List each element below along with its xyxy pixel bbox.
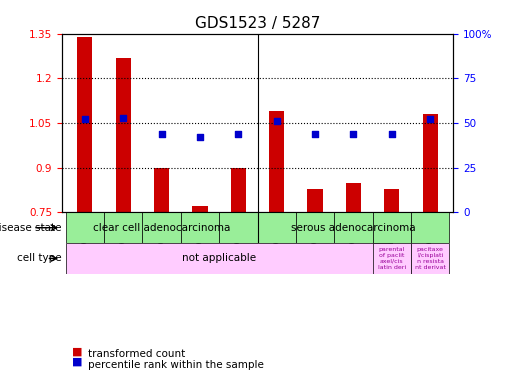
Text: ■: ■ [72,357,82,366]
Text: not applicable: not applicable [182,254,256,263]
Point [388,131,396,137]
Bar [269,111,284,212]
FancyBboxPatch shape [373,212,411,243]
Bar [154,168,169,212]
FancyBboxPatch shape [411,243,450,274]
Text: percentile rank within the sample: percentile rank within the sample [88,360,264,369]
Point [119,115,127,121]
FancyBboxPatch shape [181,212,219,243]
Text: pacitaxe
l/cisplati
n resista
nt derivat: pacitaxe l/cisplati n resista nt derivat [415,247,445,270]
Point [272,118,281,124]
Bar [384,189,400,212]
Point [311,131,319,137]
Bar [346,183,361,212]
Text: cell type: cell type [17,254,62,263]
Point [81,117,89,123]
Bar [231,168,246,212]
FancyBboxPatch shape [373,243,411,274]
Text: transformed count: transformed count [88,350,185,359]
Bar [115,58,131,212]
Title: GDS1523 / 5287: GDS1523 / 5287 [195,16,320,31]
Bar [192,206,208,212]
Point [234,131,243,137]
FancyBboxPatch shape [142,212,181,243]
Text: clear cell adenocarcinoma: clear cell adenocarcinoma [93,223,230,233]
FancyBboxPatch shape [411,212,450,243]
Text: serous adenocarcinoma: serous adenocarcinoma [291,223,416,233]
FancyBboxPatch shape [296,212,334,243]
Point [158,131,166,137]
FancyBboxPatch shape [104,212,142,243]
Point [426,117,434,123]
FancyBboxPatch shape [334,212,373,243]
Bar [422,114,438,212]
Text: disease state: disease state [0,223,62,233]
Text: parental
of paclit
axel/cis
latin deri: parental of paclit axel/cis latin deri [377,247,406,270]
Point [349,131,357,137]
Text: ■: ■ [72,346,82,356]
Bar [307,189,323,212]
FancyBboxPatch shape [258,212,296,243]
Bar [77,37,93,212]
FancyBboxPatch shape [65,243,392,274]
FancyBboxPatch shape [65,212,104,243]
FancyBboxPatch shape [219,212,258,243]
Point [196,134,204,140]
